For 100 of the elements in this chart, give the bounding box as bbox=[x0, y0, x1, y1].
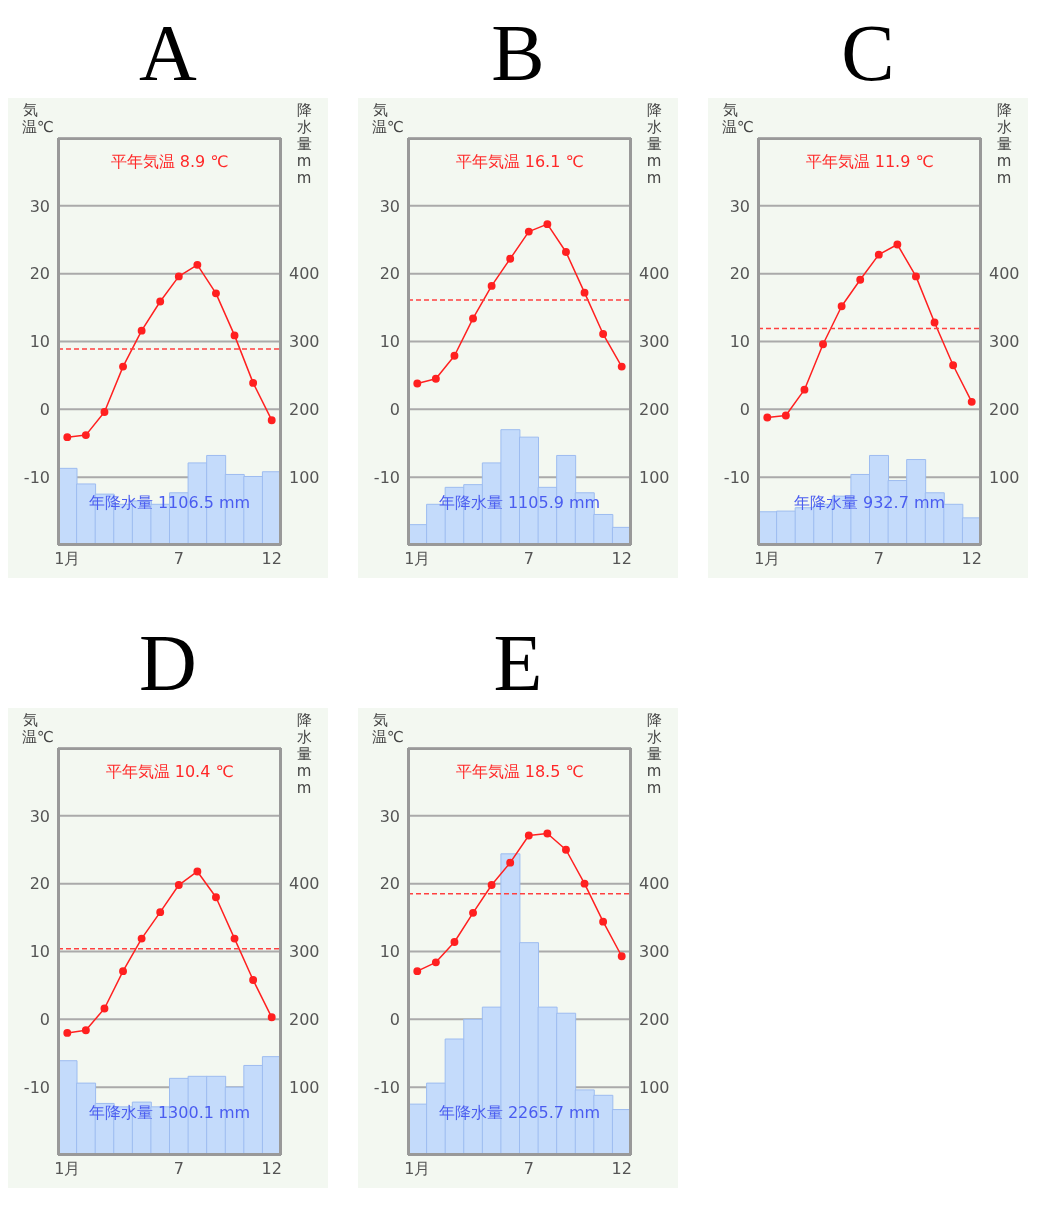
chart-title: A bbox=[138, 8, 198, 98]
point bbox=[617, 952, 626, 961]
point bbox=[469, 908, 477, 917]
y2-tick-label: 100 bbox=[289, 1077, 320, 1097]
annotation: 平年気温 11.9 ℃ bbox=[804, 152, 935, 173]
chart-title: D bbox=[138, 618, 198, 708]
point bbox=[967, 397, 976, 406]
x-tick-label: 7 bbox=[173, 1159, 184, 1179]
point bbox=[800, 385, 809, 394]
chart-title: E bbox=[492, 618, 544, 708]
point bbox=[930, 318, 939, 327]
x-tick-label: 12 bbox=[611, 549, 632, 569]
point bbox=[781, 411, 790, 420]
point bbox=[119, 967, 127, 976]
y-tick-label: -10 bbox=[723, 467, 750, 487]
x-tick-label: 12 bbox=[261, 1159, 282, 1179]
y-axis-title: 気温℃ bbox=[22, 101, 54, 136]
point bbox=[580, 879, 589, 888]
y-tick-label: 20 bbox=[29, 264, 50, 284]
annotation: 年降水量 1300.1 mm bbox=[87, 1103, 252, 1124]
point bbox=[230, 934, 239, 943]
x-tick-label: 1月 bbox=[54, 549, 81, 569]
point bbox=[562, 248, 570, 256]
point bbox=[156, 908, 165, 917]
y-tick-label: 10 bbox=[379, 332, 400, 352]
x-tick-label: 12 bbox=[611, 1159, 632, 1179]
point bbox=[856, 275, 865, 284]
y-tick-label: 10 bbox=[729, 332, 750, 352]
point bbox=[174, 272, 183, 281]
y2-tick-label: 200 bbox=[989, 400, 1020, 420]
y-tick-label: 30 bbox=[29, 196, 50, 216]
y-tick-label: 0 bbox=[39, 1010, 50, 1030]
y-tick-label: 30 bbox=[379, 806, 400, 826]
y2-axis-title: 降水量mm bbox=[646, 101, 662, 187]
y2-tick-label: 300 bbox=[639, 332, 670, 352]
point bbox=[562, 845, 570, 854]
y-tick-label: 30 bbox=[379, 196, 400, 216]
y-tick-label: 20 bbox=[379, 874, 400, 894]
point bbox=[543, 220, 552, 229]
y-tick-label: 10 bbox=[29, 332, 50, 352]
annotation: 平年気温 16.1 ℃ bbox=[454, 152, 585, 173]
y-axis-title: 気温℃ bbox=[22, 711, 54, 746]
y-tick-label: 20 bbox=[379, 264, 400, 284]
annotation: 平年気温 18.5 ℃ bbox=[454, 762, 585, 783]
point bbox=[469, 314, 477, 323]
point bbox=[949, 361, 958, 370]
point bbox=[137, 326, 146, 335]
annotation: 平年気温 10.4 ℃ bbox=[104, 762, 235, 783]
y-axis-title: 気温℃ bbox=[372, 101, 404, 136]
y2-tick-label: 200 bbox=[639, 400, 670, 420]
point bbox=[874, 250, 883, 259]
point bbox=[599, 330, 608, 338]
y-axis-title: 気温℃ bbox=[372, 711, 404, 746]
point bbox=[912, 272, 920, 281]
y-tick-label: 0 bbox=[389, 1010, 400, 1030]
point bbox=[431, 374, 440, 383]
y-tick-label: 0 bbox=[389, 400, 400, 420]
y-tick-label: -10 bbox=[23, 467, 50, 487]
y2-tick-label: 100 bbox=[289, 467, 320, 487]
point bbox=[119, 362, 127, 371]
point bbox=[81, 1026, 90, 1035]
point bbox=[230, 331, 239, 340]
point bbox=[837, 302, 846, 311]
y2-tick-label: 400 bbox=[289, 264, 320, 284]
annotation: 平年気温 8.9 ℃ bbox=[109, 152, 230, 173]
point bbox=[249, 378, 258, 387]
point bbox=[100, 408, 109, 416]
point bbox=[506, 254, 515, 263]
y-tick-label: 10 bbox=[379, 942, 400, 962]
point bbox=[137, 934, 146, 943]
x-tick-label: 7 bbox=[523, 549, 534, 569]
y2-tick-label: 400 bbox=[639, 874, 670, 894]
chart-title: C bbox=[840, 8, 896, 98]
point bbox=[599, 917, 608, 926]
y2-axis-title: 降水量mm bbox=[646, 711, 662, 797]
y2-axis-title: 降水量mm bbox=[996, 101, 1012, 187]
point bbox=[100, 1004, 109, 1013]
x-tick-label: 1月 bbox=[754, 549, 781, 569]
y-tick-label: 0 bbox=[739, 400, 750, 420]
point bbox=[63, 433, 72, 442]
point bbox=[524, 831, 533, 840]
point bbox=[893, 240, 902, 249]
point bbox=[413, 967, 422, 976]
y2-tick-label: 300 bbox=[989, 332, 1020, 352]
annotation: 年降水量 1105.9 mm bbox=[437, 493, 602, 514]
point bbox=[212, 289, 220, 298]
point bbox=[819, 340, 827, 349]
y2-axis-title: 降水量mm bbox=[296, 101, 312, 187]
point bbox=[487, 281, 496, 290]
annotation: 年降水量 932.7 mm bbox=[792, 493, 947, 514]
point bbox=[156, 297, 165, 306]
x-tick-label: 1月 bbox=[404, 1159, 431, 1179]
point bbox=[506, 858, 515, 867]
y-tick-label: -10 bbox=[23, 1077, 50, 1097]
y2-tick-label: 300 bbox=[289, 942, 320, 962]
y2-tick-label: 400 bbox=[639, 264, 670, 284]
y2-tick-label: 100 bbox=[989, 467, 1020, 487]
y-axis-title: 気温℃ bbox=[722, 101, 754, 136]
y-tick-label: 10 bbox=[29, 942, 50, 962]
y2-tick-label: 200 bbox=[639, 1010, 670, 1030]
